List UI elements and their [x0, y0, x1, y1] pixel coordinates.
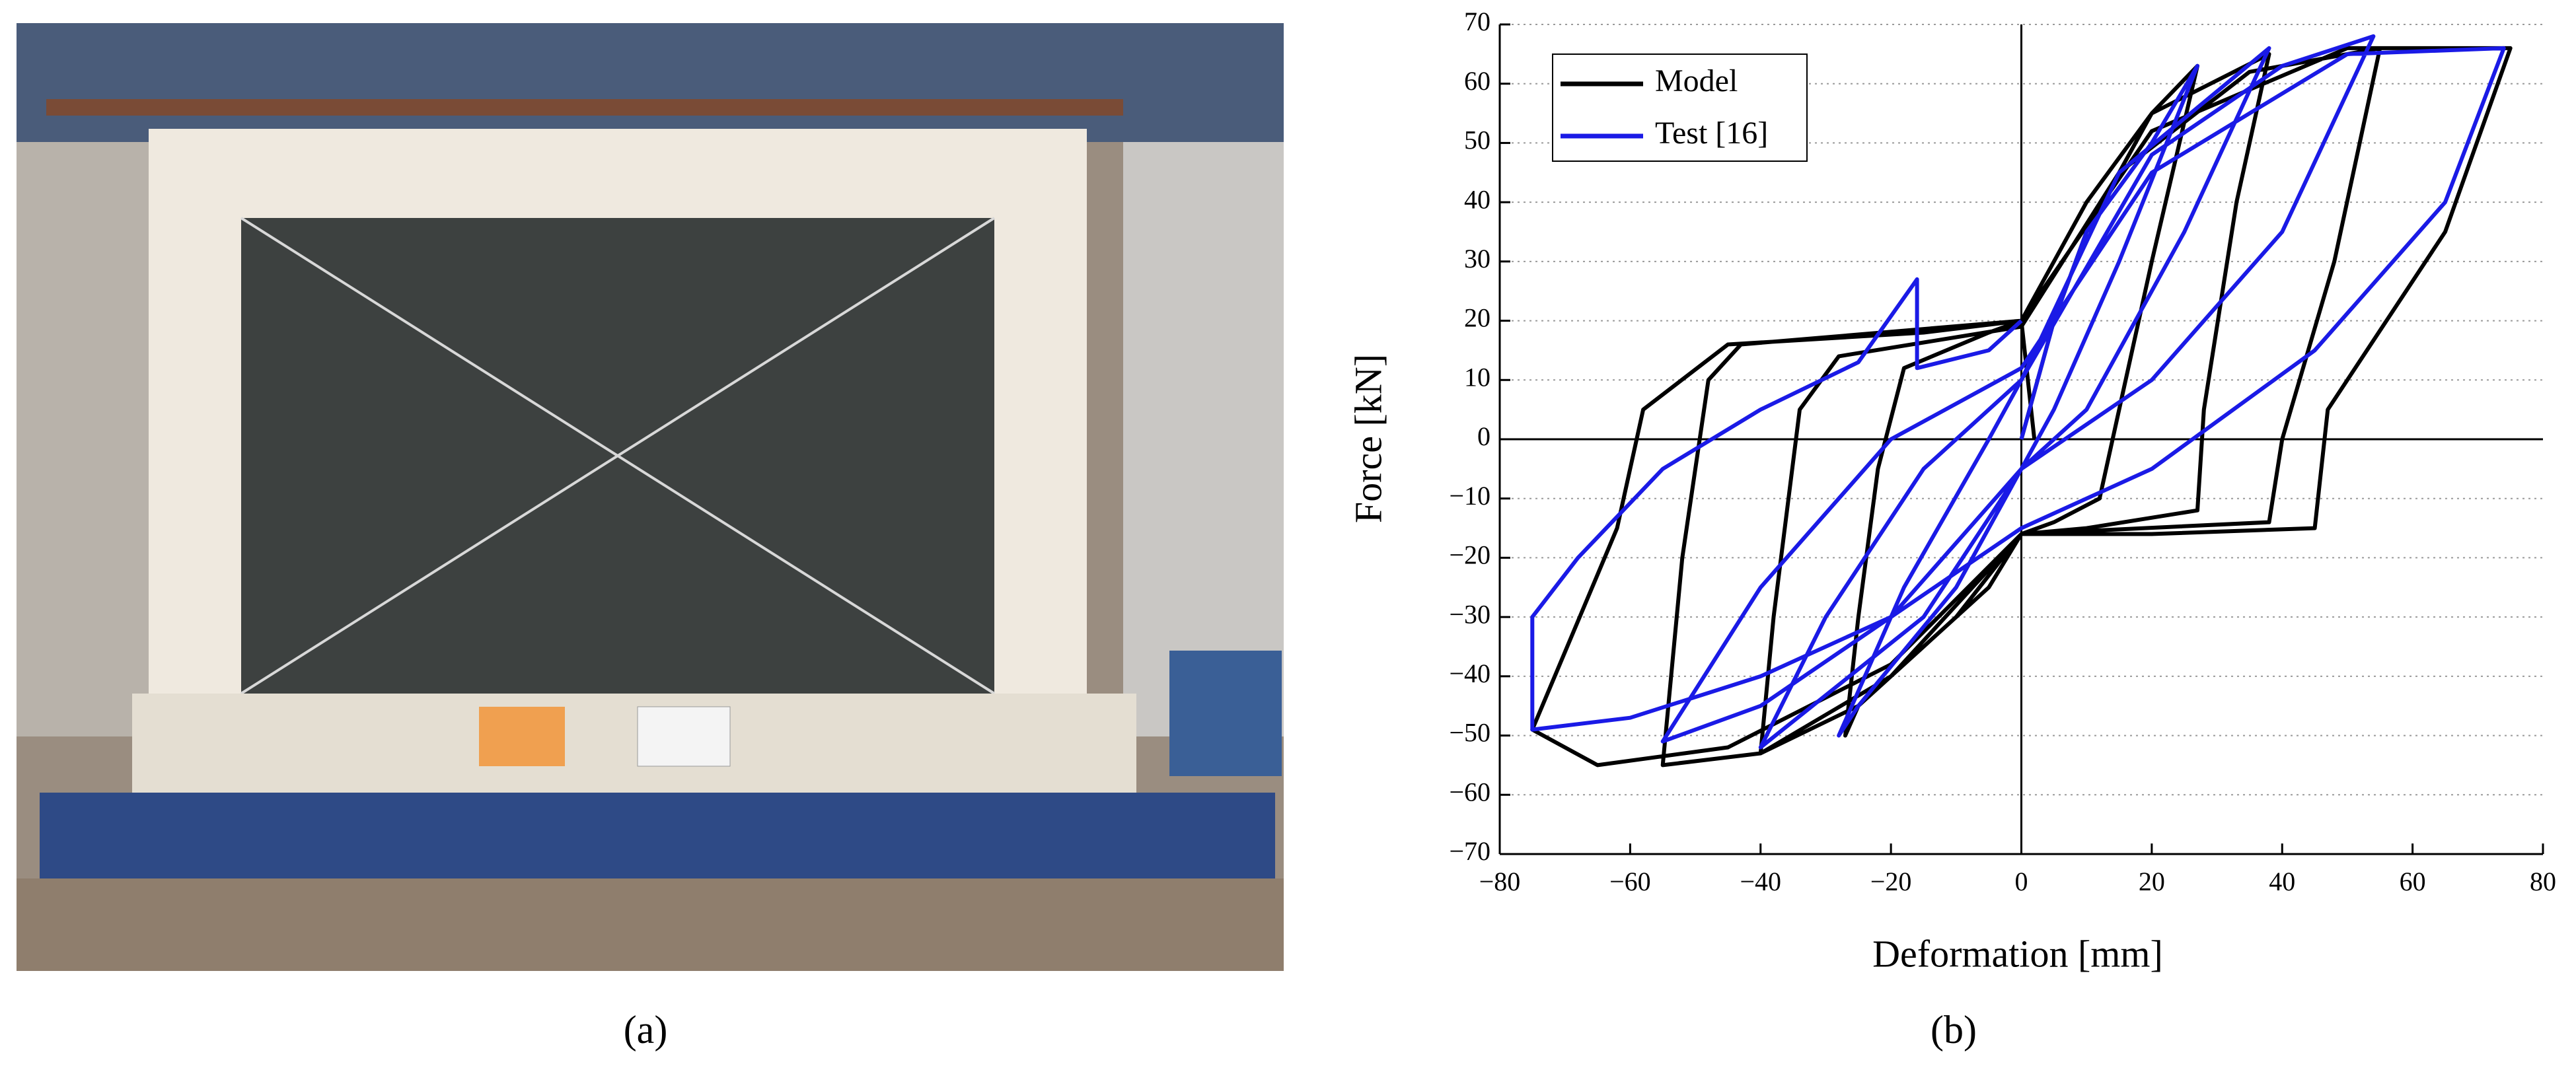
y-tick-label: −50	[1449, 718, 1490, 748]
y-tick-label: −10	[1449, 481, 1490, 511]
x-tick-label: −80	[1479, 867, 1521, 896]
x-tick-label: 40	[2269, 867, 2295, 896]
y-tick-label: 40	[1464, 184, 1490, 214]
photo-floor	[17, 878, 1284, 971]
y-tick-label: −20	[1449, 540, 1490, 570]
y-tick-label: 30	[1464, 244, 1490, 273]
x-tick-label: 0	[2015, 867, 2028, 896]
plot: −70 −60 −50 −40 −30 −20 −10 0 10 20 30 40 50 60 70 −80 −…	[1449, 7, 2556, 896]
y-tick-label: −70	[1449, 836, 1490, 866]
photo-diagonal	[240, 217, 996, 695]
photo-sign	[479, 707, 565, 766]
series-line	[1530, 34, 2506, 750]
x-tick-label: 20	[2139, 867, 2165, 896]
photo	[17, 23, 1284, 971]
photo-base-steel	[40, 793, 1275, 878]
y-tick-label: 60	[1464, 66, 1490, 96]
photo-wall-left	[17, 142, 162, 736]
photo-top-steel	[17, 23, 1284, 142]
y-tick-label: 10	[1464, 362, 1490, 392]
legend-label: Model	[1655, 63, 1738, 98]
legend-label: Test [16]	[1655, 116, 1768, 151]
x-tick-label: 80	[2530, 867, 2556, 896]
photo-base-beam	[132, 694, 1136, 793]
x-axis-label: Deformation [mm]	[1872, 932, 2163, 975]
legend-box	[1552, 54, 1808, 162]
photo-wall-right	[1123, 142, 1284, 736]
photo-beam	[46, 99, 1123, 116]
caption: (b)	[1931, 1008, 1977, 1052]
y-tick-label: −60	[1449, 777, 1490, 806]
x-tick-label: −60	[1609, 867, 1651, 896]
x-tick-label: 60	[2400, 867, 2426, 896]
caption: (a)	[624, 1008, 668, 1052]
y-tick-label: 0	[1477, 421, 1490, 451]
x-tick-label: −20	[1870, 867, 1912, 896]
y-tick-label: −40	[1449, 659, 1490, 688]
y-tick-label: −30	[1449, 599, 1490, 629]
photo-sign	[637, 706, 731, 767]
y-tick-label: 20	[1464, 303, 1490, 333]
y-axis-label: Force [kN]	[1346, 354, 1389, 523]
x-tick-label: −40	[1740, 867, 1781, 896]
y-tick-label: 50	[1464, 125, 1490, 155]
y-tick-label: 70	[1464, 7, 1490, 36]
photo-device	[1169, 651, 1282, 776]
series-line	[1530, 46, 2513, 768]
